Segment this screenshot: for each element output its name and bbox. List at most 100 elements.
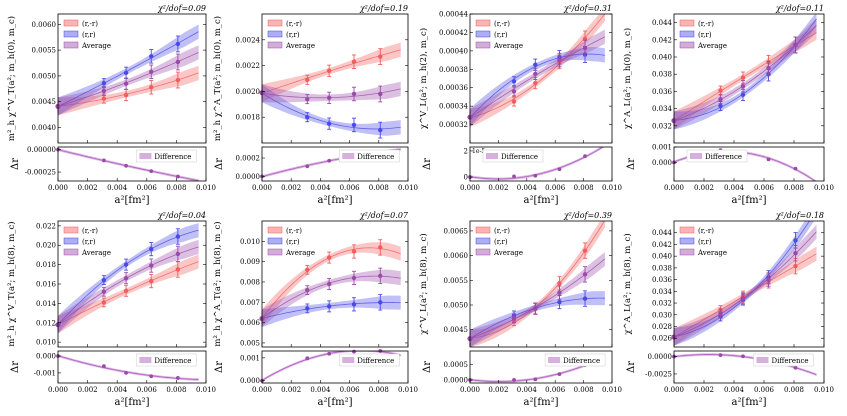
x-axis-label: a²[fm²] bbox=[318, 397, 353, 408]
x-tick-label: 0.002 bbox=[694, 386, 714, 394]
diff-point bbox=[149, 169, 154, 174]
y-tick-label: 0.0060 bbox=[32, 21, 57, 29]
y-tick-label: 0.040 bbox=[652, 253, 672, 261]
data-point bbox=[326, 281, 332, 287]
diff-point bbox=[124, 370, 128, 375]
chi-squared-label: χ²/dof=0.31 bbox=[563, 4, 612, 13]
diff-point bbox=[175, 174, 180, 179]
diff-point bbox=[327, 158, 332, 163]
legend-swatch-2 bbox=[63, 30, 79, 38]
y-tick-label: 0.020 bbox=[36, 242, 56, 250]
data-point bbox=[378, 273, 383, 279]
x-tick-label: 0.010 bbox=[398, 184, 418, 192]
data-point bbox=[326, 68, 332, 73]
diff-point bbox=[101, 364, 106, 369]
fit-line-1 bbox=[262, 247, 401, 319]
x-tick-label: 0.006 bbox=[754, 386, 775, 394]
data-point bbox=[326, 95, 332, 101]
data-point bbox=[149, 85, 154, 90]
chart-panel-3: χ²/dof=0.31 0.00032 0.00034 0.00036 0.00038 0… bbox=[418, 4, 622, 206]
delta-label: Δr bbox=[626, 158, 637, 170]
x-axis-label: a²[fm²] bbox=[732, 195, 767, 206]
x-axis-label: a²[fm²] bbox=[524, 195, 559, 206]
legend-swatch-1 bbox=[63, 19, 79, 27]
x-tick-label: 0.010 bbox=[814, 386, 834, 394]
legend-label-2: (r,r) bbox=[82, 238, 96, 246]
diff-line bbox=[470, 356, 606, 382]
chart-panel-5: χ²/dof=0.04 0.010 0.012 0.014 0.016 0.018 0.02… bbox=[6, 211, 216, 408]
x-axis-label: a²[fm²] bbox=[524, 397, 559, 408]
main-axes-frame bbox=[673, 220, 825, 348]
diff-point bbox=[766, 157, 771, 162]
diff-y-tick-label: 0 bbox=[464, 174, 468, 182]
diff-point bbox=[149, 374, 154, 379]
x-tick-label: 0.000 bbox=[664, 386, 684, 394]
legend-label-3: Average bbox=[285, 249, 315, 257]
data-point bbox=[351, 302, 357, 307]
x-tick-label: 0.006 bbox=[545, 386, 566, 394]
data-point bbox=[533, 80, 538, 86]
legend-label-2: (r,r) bbox=[494, 238, 508, 246]
y-tick-label: 0.007 bbox=[240, 299, 260, 307]
y-tick-label: 0.040 bbox=[652, 54, 672, 62]
y-tick-label: 0.00038 bbox=[439, 66, 468, 74]
y-tick-label: 0.009 bbox=[240, 258, 260, 266]
diff-point bbox=[175, 376, 180, 380]
y-tick-label: 0.044 bbox=[652, 19, 673, 27]
y-tick-label: 0.026 bbox=[652, 335, 673, 343]
delta-label: Δr bbox=[214, 158, 225, 170]
y-tick-label: 0.016 bbox=[36, 281, 57, 289]
data-point bbox=[740, 75, 746, 80]
x-axis-label: a²[fm²] bbox=[732, 397, 767, 408]
legend-swatch-3 bbox=[679, 248, 695, 256]
x-tick-label: 0.008 bbox=[166, 386, 186, 394]
data-point bbox=[101, 96, 107, 101]
data-point bbox=[175, 267, 181, 272]
data-point bbox=[101, 289, 107, 294]
legend-swatch-3 bbox=[475, 41, 491, 49]
data-point bbox=[740, 296, 746, 301]
diff-axes-frame bbox=[57, 146, 207, 182]
diff-legend-swatch bbox=[690, 153, 702, 159]
data-point bbox=[123, 70, 129, 76]
data-point bbox=[793, 42, 798, 48]
diff-band bbox=[470, 355, 605, 383]
diff-y-tick-label: 0.0005 bbox=[444, 361, 469, 369]
data-point bbox=[305, 267, 310, 272]
y-tick-label: 0.0018 bbox=[236, 114, 261, 122]
y-tick-label: 0.0050 bbox=[444, 302, 469, 310]
diff-point bbox=[512, 378, 516, 382]
x-tick-label: 0.010 bbox=[196, 386, 216, 394]
x-tick-label: 0.000 bbox=[664, 184, 684, 192]
chi-squared-label: χ²/dof=0.18 bbox=[775, 211, 824, 220]
x-tick-label: 0.002 bbox=[78, 184, 98, 192]
legend-swatch-1 bbox=[267, 226, 283, 234]
data-point bbox=[582, 272, 588, 277]
x-tick-label: 0.002 bbox=[78, 386, 98, 394]
data-point bbox=[149, 263, 154, 268]
fit-band-2 bbox=[262, 295, 401, 328]
diff-axes-frame bbox=[673, 146, 825, 182]
x-tick-label: 0.004 bbox=[724, 184, 745, 192]
legend-label-1: (r,-r) bbox=[494, 227, 510, 235]
fit-line-1 bbox=[674, 253, 817, 338]
x-tick-label: 0.006 bbox=[545, 184, 566, 192]
data-point bbox=[378, 91, 383, 97]
legend-label-3: Average bbox=[697, 42, 727, 50]
delta-label: Δr bbox=[10, 158, 21, 170]
x-tick-label: 0.002 bbox=[281, 184, 301, 192]
data-point bbox=[305, 287, 310, 293]
data-point bbox=[718, 103, 723, 109]
data-point bbox=[123, 262, 129, 267]
fit-band-3 bbox=[674, 18, 817, 130]
x-tick-label: 0.004 bbox=[310, 184, 331, 192]
diff-axes-frame bbox=[57, 350, 207, 384]
legend-label-3: Average bbox=[697, 249, 727, 257]
diff-legend-label: Difference bbox=[154, 153, 191, 161]
main-axes-frame bbox=[261, 220, 409, 348]
diff-point bbox=[352, 349, 356, 354]
data-point bbox=[149, 278, 154, 284]
x-tick-label: 0.000 bbox=[252, 184, 272, 192]
fit-line-1 bbox=[58, 72, 199, 107]
y-tick-label: 0.022 bbox=[36, 222, 56, 230]
